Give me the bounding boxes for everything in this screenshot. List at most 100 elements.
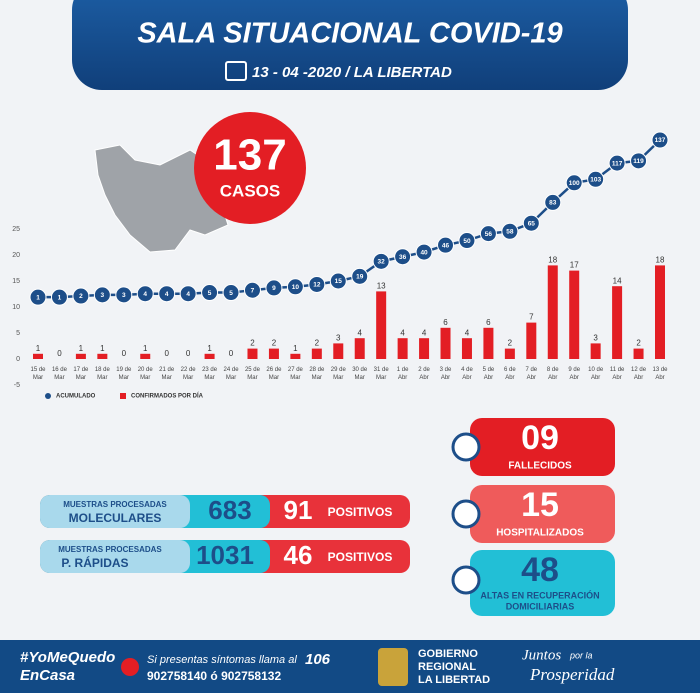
point-value-label: 100 [569,180,580,187]
line-point [265,279,283,297]
bar-value-label: 0 [57,349,62,358]
x-tick-label: 26 de Mar [266,367,282,381]
bar [268,348,279,359]
y-tick-label: 20 [12,252,20,259]
point-value-label: 4 [165,291,169,298]
bar-value-label: 2 [272,339,277,348]
line-point [651,131,669,149]
x-tick-label: 23 de Mar [202,367,218,381]
x-tick-label: 5 de Abr [483,367,495,381]
bar [440,327,451,359]
y-tick-label: 15 [12,278,20,285]
legend-swatch [120,393,126,399]
coat-of-arms [378,648,408,686]
line-point [329,272,347,290]
x-tick-label: 25 de Mar [245,367,261,381]
stat-icon [451,499,481,529]
y-tick-label: 0 [16,356,20,363]
bar-value-label: 14 [613,276,622,285]
line-point [437,236,455,254]
samples: MUESTRAS PROCESADAS MOLECULARES 683 91 P… [40,495,410,573]
point-value-label: 46 [442,242,450,249]
bar-value-label: 0 [122,349,127,358]
bar [204,353,215,359]
point-value-label: 32 [378,259,386,266]
bar-value-label: 7 [529,313,534,322]
line-point [351,267,369,285]
x-tick-label: 15 de Mar [30,367,46,381]
x-tick-label: 21 de Mar [159,367,175,381]
bar-value-label: 13 [377,282,386,291]
point-value-label: 9 [272,285,276,292]
point-value-label: 40 [420,249,428,256]
x-tick-label: 12 de Abr [631,367,647,381]
bar-value-label: 18 [656,256,665,265]
bar [290,353,301,359]
stat-label: ALTAS EN RECUPERACIÓN [480,589,599,600]
point-value-label: 117 [612,160,623,167]
bar-value-label: 6 [486,318,491,327]
point-value-label: 1 [58,294,62,301]
bar [461,338,472,359]
line-point [72,287,90,305]
bar [97,353,108,359]
x-tick-label: 8 de Abr [547,367,559,381]
line-point [372,252,390,270]
legend-label: CONFIRMADOS POR DÍA [131,392,204,400]
x-tick-label: 18 de Mar [95,367,111,381]
footer: #YoMeQuedo EnCasa Si presentas síntomas … [0,640,700,693]
bar [140,353,151,359]
sample-positive: 46 [284,540,313,570]
line-point [479,225,497,243]
x-tick-label: 29 de Mar [331,367,347,381]
stat-card [470,485,615,543]
call-text: Si presentas síntomas llama al [147,654,297,666]
line-point [501,222,519,240]
line-point [522,214,540,232]
point-value-label: 10 [292,284,300,291]
bar-value-label: 18 [548,256,557,265]
cases-value: 137 [213,131,286,180]
sample-positive-label: POSITIVOS [328,550,393,564]
stat-value: 48 [521,551,559,589]
sample-label-box [40,495,190,528]
sample-positive-label: POSITIVOS [328,505,393,519]
point-value-label: 4 [186,291,190,298]
stat-icon [451,565,481,595]
bar [75,353,86,359]
stat-icon [451,432,481,462]
point-value-label: 36 [399,254,407,261]
cases-badge [194,112,306,224]
sample-kind: MOLECULARES [69,511,162,525]
line-point [565,174,583,192]
bar [526,322,537,359]
stat-value: 15 [521,486,559,524]
bar-value-label: 17 [570,261,579,270]
x-tick-label: 9 de Abr [568,367,580,381]
stat-value: 09 [521,419,559,457]
point-value-label: 19 [356,274,364,281]
x-tick-label: 10 de Abr [588,367,604,381]
point-value-label: 15 [335,278,343,285]
bar-value-label: 2 [315,339,320,348]
point-value-label: 3 [122,292,126,299]
bar [483,327,494,359]
x-tick-label: 22 de Mar [181,367,197,381]
line-point [630,152,648,170]
line-point [50,288,68,306]
bar-value-label: 1 [100,344,105,353]
bar [633,348,644,359]
x-tick-label: 28 de Mar [309,367,325,381]
line-point [136,285,154,303]
call-number: 106 [305,651,331,668]
sample-label: MUESTRAS PROCESADAS [63,500,167,509]
line-point [115,286,133,304]
sample-label: MUESTRAS PROCESADAS [58,545,162,554]
bar-value-label: 2 [250,339,255,348]
x-tick-label: 17 de Mar [73,367,89,381]
phone-icon [121,658,139,676]
sample-count: 1031 [196,540,254,570]
bar-value-label: 4 [465,328,470,337]
